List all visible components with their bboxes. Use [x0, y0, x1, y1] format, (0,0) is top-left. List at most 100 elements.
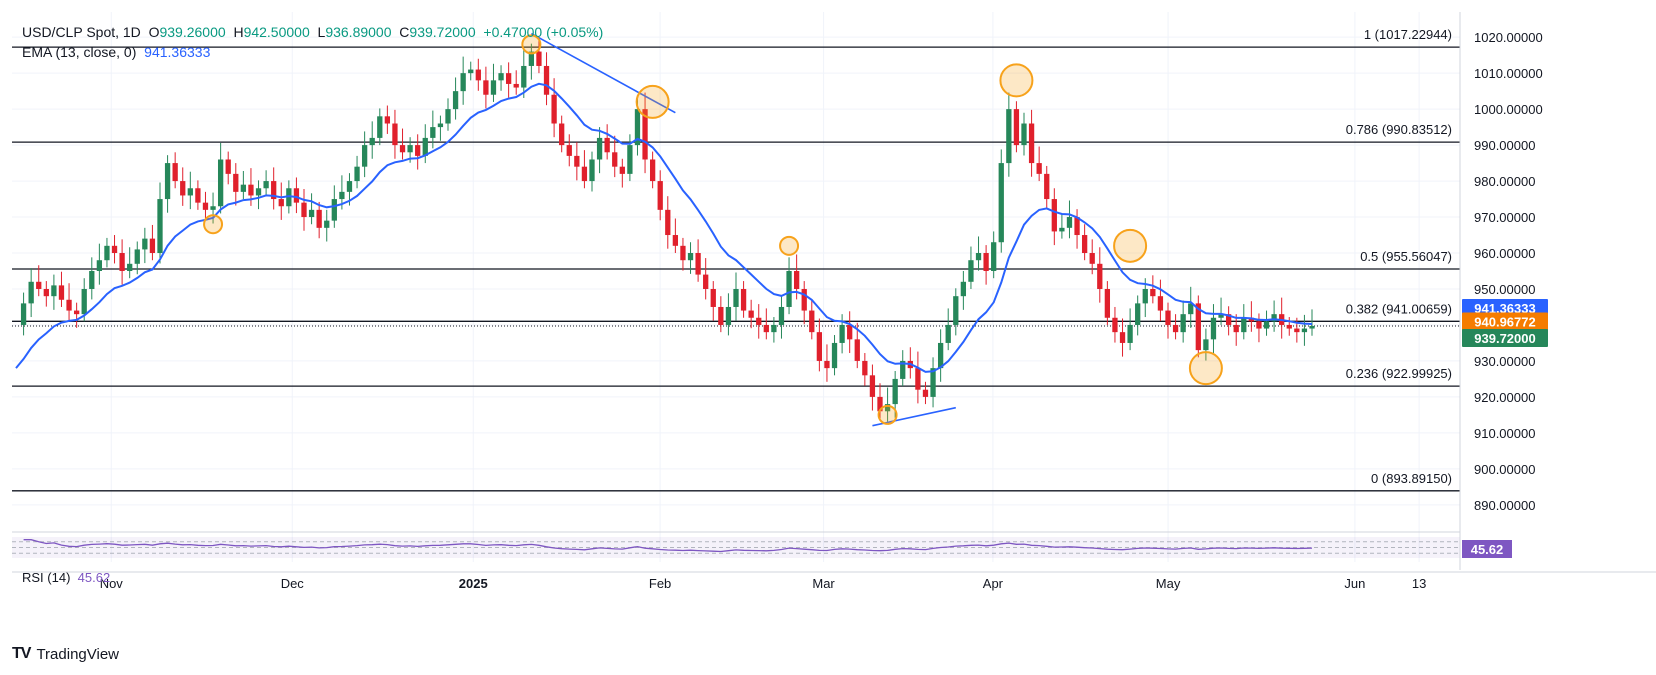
candle-body — [58, 285, 65, 300]
x-tick-label: May — [1156, 576, 1181, 591]
candle-body — [824, 360, 830, 369]
candle-body — [392, 123, 398, 146]
candle-body — [293, 188, 300, 203]
candle-body — [1074, 217, 1080, 236]
candle-body — [195, 188, 201, 203]
candle-body — [733, 288, 739, 307]
fib-label: 0 (893.89150) — [1371, 471, 1452, 486]
candle-body — [642, 109, 648, 160]
circle-marker — [877, 404, 898, 425]
candle-body — [1157, 296, 1164, 311]
candle-body — [1294, 328, 1300, 333]
candle-body — [1013, 109, 1020, 146]
candle-body — [1233, 324, 1239, 333]
tradingview-logo-icon: TV — [12, 645, 31, 662]
candle-body — [483, 80, 489, 95]
candle-body — [308, 209, 315, 218]
x-tick-label: 13 — [1412, 576, 1426, 591]
candle-body — [521, 65, 527, 88]
price-tag-label: 941.36333 — [1474, 301, 1535, 316]
ema-label: EMA (13, close, 0) — [22, 44, 137, 60]
candle-body — [346, 181, 353, 192]
y-tick-label: 890.00000 — [1474, 498, 1535, 513]
candle-body — [384, 116, 391, 124]
candle-body — [991, 242, 997, 271]
ema-legend[interactable]: EMA (13, close, 0) 941.36333 — [22, 44, 210, 60]
candle-body — [452, 91, 459, 110]
ohlc-legend: USD/CLP Spot, 1D O939.26000 H942.50000 L… — [22, 24, 603, 40]
close-value: 939.72000 — [409, 24, 476, 40]
candle-body — [543, 65, 550, 95]
candle-body — [1172, 324, 1179, 333]
x-tick-label: Jun — [1344, 576, 1365, 591]
candle-body — [1188, 303, 1194, 315]
candle-body — [1104, 288, 1111, 318]
candle-body — [581, 166, 588, 182]
ema-layer — [15, 82, 1313, 373]
candle-body — [111, 245, 118, 254]
candle-body — [884, 404, 891, 412]
candle-body — [1059, 227, 1065, 232]
candle-body — [892, 378, 898, 405]
candle-body — [960, 281, 967, 297]
candle-body — [536, 51, 542, 66]
rsi-legend[interactable]: RSI (14) 45.62 — [22, 570, 110, 585]
circle-marker — [779, 235, 800, 256]
candle-body — [142, 238, 148, 250]
candle-body — [43, 288, 49, 297]
candle-body — [172, 163, 178, 182]
candle-body — [407, 145, 413, 153]
tradingview-brand[interactable]: TV TradingView — [12, 645, 119, 663]
candle-body — [339, 191, 345, 200]
open-label: O — [148, 24, 160, 40]
rsi-line — [23, 539, 1313, 553]
y-tick-label: 1020.00000 — [1474, 30, 1543, 45]
fib-label: 1 (1017.22944) — [1364, 27, 1452, 42]
candle-body — [127, 263, 133, 271]
candle-body — [331, 199, 337, 221]
candle-body — [809, 310, 815, 333]
candle-body — [930, 368, 936, 397]
time-axis: Nov Dec 2025 Feb Mar Apr May Jun 13 — [100, 576, 1427, 591]
price-axis: 890.00000 900.00000 910.00000 920.00000 930.… — [12, 12, 1656, 573]
x-tick-label: Apr — [983, 576, 1004, 591]
candle-body — [559, 123, 565, 146]
candle-body — [740, 288, 747, 311]
candle-body — [915, 368, 921, 390]
candle-body — [665, 209, 671, 236]
candle-body — [1301, 328, 1308, 333]
candle-body — [316, 209, 322, 228]
candle-body — [998, 163, 1004, 243]
candle-body — [877, 396, 883, 412]
candle-body — [415, 145, 421, 156]
candle-body — [324, 220, 330, 228]
candle-body — [157, 199, 163, 254]
candle-body — [566, 145, 572, 156]
candle-body — [657, 181, 663, 210]
x-tick-label: Mar — [812, 576, 835, 591]
y-tick-label: 930.00000 — [1474, 354, 1535, 369]
candle-body — [574, 155, 580, 167]
candle-body — [1028, 123, 1035, 164]
candle-body — [475, 69, 481, 81]
fib-levels: 1 (1017.22944) 0.786 (990.83512) 0.5 (955.… — [12, 27, 1460, 492]
rsi-tag — [1462, 540, 1512, 558]
candle-body — [862, 360, 868, 376]
candle-body — [225, 159, 231, 174]
candle-body — [589, 159, 595, 182]
candle-body — [1248, 317, 1255, 322]
candle-body — [278, 199, 284, 207]
candle-body — [361, 145, 368, 167]
candle-body — [756, 317, 762, 325]
candle-body — [847, 324, 853, 340]
x-tick-label: 2025 — [459, 576, 488, 591]
y-tick-label: 1000.00000 — [1474, 102, 1543, 117]
x-tick-label: Feb — [649, 576, 671, 591]
candle-body — [217, 159, 224, 207]
candle-body — [20, 303, 27, 325]
candle-body — [430, 127, 436, 138]
price-chart[interactable]: 1 (1017.22944) 0.786 (990.83512) 0.5 (955.… — [0, 0, 1656, 600]
candle-body — [551, 94, 557, 124]
candle-body — [445, 109, 451, 124]
candle-body — [240, 184, 247, 192]
